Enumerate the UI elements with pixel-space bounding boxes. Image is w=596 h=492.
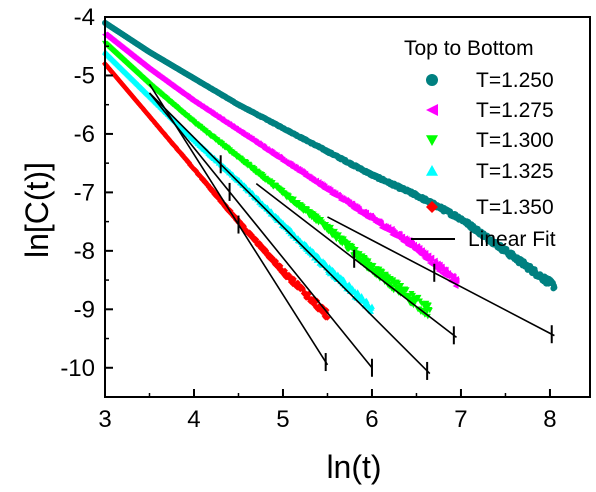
- series-t-1-250: [102, 19, 558, 292]
- axes: 3 4 5 6 7 8 -4 -5 -6 -7 -8 -9 -10: [60, 4, 556, 433]
- data-point: [324, 314, 331, 321]
- legend-item-linear-fit: Linear Fit: [411, 228, 556, 251]
- x-tick-label: 5: [276, 406, 289, 433]
- legend-item-t-1-300: T=1.300: [426, 129, 554, 152]
- x-tick-label: 6: [365, 406, 378, 433]
- y-tick-label: -6: [74, 121, 95, 148]
- data-point: [395, 280, 402, 286]
- legend-item-t-1-250: T=1.250: [426, 69, 554, 92]
- fit-line: [148, 92, 431, 375]
- plot-frame: [104, 16, 591, 398]
- fit-t-1-250: [327, 216, 555, 344]
- legend-item-t-1-325: T=1.325: [426, 160, 554, 183]
- x-tick-label: 8: [543, 406, 556, 433]
- data-point: [426, 307, 433, 314]
- legend-label: Linear Fit: [468, 228, 556, 251]
- legend-label: T=1.275: [476, 99, 554, 122]
- data-point: [327, 224, 334, 231]
- y-tick-label: -5: [74, 62, 95, 89]
- series-t-1-275: [102, 31, 460, 290]
- series-t-1-350: [102, 60, 331, 321]
- x-axis-title: ln(t): [326, 449, 381, 485]
- fit-t-1-350: [148, 83, 329, 372]
- data-point: [352, 246, 359, 253]
- fit-t-1-325: [148, 92, 373, 377]
- data-point: [551, 284, 558, 291]
- y-tick-label: -7: [74, 179, 95, 206]
- data-point: [370, 263, 377, 269]
- data-point: [365, 258, 372, 264]
- y-tick-label: -4: [74, 4, 95, 31]
- data-point: [403, 287, 410, 293]
- data-point: [425, 302, 432, 309]
- data-point: [379, 269, 386, 275]
- legend-marker: [426, 165, 438, 176]
- legend-item-t-1-350: T=1.350: [426, 196, 554, 219]
- legend: Top to Bottom T=1.250 T=1.275 T=1.300 T=1.3…: [404, 37, 556, 251]
- data-point: [356, 251, 363, 257]
- legend-marker: [426, 201, 438, 213]
- data-point: [290, 196, 297, 203]
- fit-t-1-300: [148, 92, 431, 380]
- y-tick-label: -8: [74, 238, 95, 265]
- x-tick-label: 7: [454, 406, 467, 433]
- legend-title: Top to Bottom: [404, 37, 534, 60]
- legend-label: T=1.350: [476, 196, 554, 219]
- series-t-1-300: [102, 40, 433, 320]
- fit-t-1-275: [255, 182, 458, 345]
- data-point: [331, 269, 338, 275]
- data-point: [424, 313, 431, 320]
- legend-label: T=1.325: [476, 160, 554, 183]
- fit-line: [327, 216, 555, 337]
- y-axis-title: ln[C(t)]: [19, 162, 55, 258]
- data-point: [290, 275, 297, 282]
- y-tick-label: -9: [74, 296, 95, 323]
- legend-marker: [426, 135, 438, 146]
- data-point: [354, 289, 361, 295]
- legend-item-t-1-275: T=1.275: [426, 99, 554, 122]
- data-point: [428, 254, 435, 261]
- fit-line: [255, 182, 458, 339]
- legend-label: T=1.300: [476, 129, 554, 152]
- x-tick-label: 4: [187, 406, 200, 433]
- data-series: [102, 19, 558, 321]
- legend-label: T=1.250: [476, 69, 554, 92]
- data-point: [453, 277, 460, 284]
- legend-marker: [426, 104, 438, 116]
- legend-marker: [426, 74, 438, 86]
- fit-line: [148, 92, 373, 369]
- data-point: [368, 303, 375, 309]
- y-tick-label: -10: [60, 355, 95, 382]
- data-point: [335, 232, 342, 238]
- linear-fits: [148, 83, 555, 380]
- data-point: [415, 294, 422, 301]
- x-tick-label: 3: [98, 406, 111, 433]
- data-point: [398, 283, 405, 289]
